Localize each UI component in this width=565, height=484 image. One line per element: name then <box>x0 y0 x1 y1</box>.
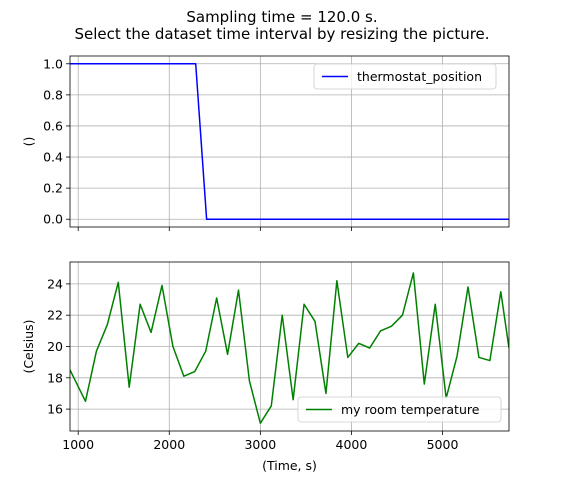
room-temperature-subplot: 1000 2000 3000 4000 5000 16 18 20 22 24 (Celsius) (… <box>21 262 509 473</box>
y-tick-label: 0.2 <box>43 181 63 196</box>
thermostat-position-subplot: 0.0 0.2 0.4 0.6 0.8 1.0 () thermostat_position <box>21 56 509 231</box>
legend: my room temperature <box>298 397 501 422</box>
x-axis-label: (Time, s) <box>262 458 317 473</box>
y-tick-label: 16 <box>47 402 63 417</box>
x-tick-label: 2000 <box>153 437 185 452</box>
figure-title-line-1: Sampling time = 120.0 s. <box>186 8 377 26</box>
figure-title-line-2: Select the dataset time interval by resi… <box>74 25 489 43</box>
y-tick-label: 0.0 <box>43 212 63 227</box>
y-tick-label: 0.4 <box>43 150 63 165</box>
y-axis-label: () <box>21 137 36 147</box>
legend-entry: thermostat_position <box>357 69 482 84</box>
x-tick-label: 1000 <box>62 437 94 452</box>
y-tick-label: 1.0 <box>43 56 63 71</box>
x-tick-label: 5000 <box>427 437 459 452</box>
y-tick-label: 0.6 <box>43 118 63 133</box>
x-tick-label: 4000 <box>336 437 368 452</box>
legend: thermostat_position <box>314 64 496 89</box>
y-tick-label: 18 <box>47 370 63 385</box>
y-tick-label: 0.8 <box>43 87 63 102</box>
y-tick-label: 24 <box>47 276 63 291</box>
y-tick-label: 20 <box>47 339 63 354</box>
y-axis-label: (Celsius) <box>21 319 36 373</box>
legend-entry: my room temperature <box>341 402 480 417</box>
y-tick-label: 22 <box>47 308 63 323</box>
x-tick-label: 3000 <box>244 437 276 452</box>
